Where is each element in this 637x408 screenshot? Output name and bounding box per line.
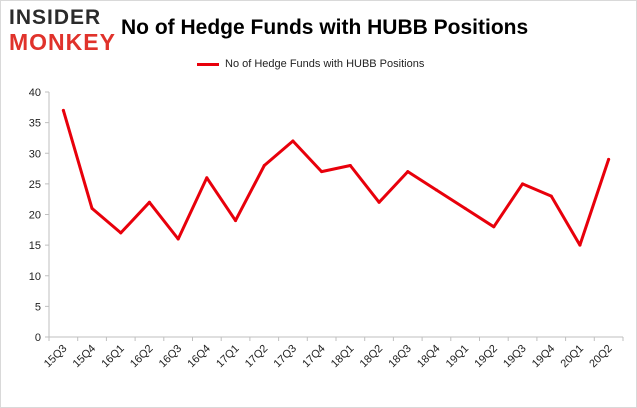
data-point — [234, 219, 238, 223]
x-tick-label: 18Q3 — [386, 343, 414, 371]
data-point — [348, 164, 352, 167]
data-point — [119, 231, 123, 235]
x-tick-label: 17Q3 — [272, 343, 300, 371]
x-tick-label: 15Q4 — [71, 343, 99, 371]
data-point — [377, 200, 381, 204]
data-point — [607, 157, 611, 161]
x-tick-label: 17Q2 — [243, 343, 271, 371]
logo-text-monkey: MONKEY — [9, 29, 116, 55]
x-tick-label: 19Q3 — [501, 343, 529, 371]
y-tick-label: 35 — [29, 118, 41, 130]
x-tick-label: 15Q3 — [42, 343, 70, 371]
y-tick-label: 20 — [29, 210, 41, 222]
data-point — [205, 176, 209, 180]
x-tick-label: 18Q4 — [415, 343, 443, 371]
x-tick-label: 16Q3 — [157, 343, 185, 371]
data-point — [291, 139, 295, 143]
y-tick-label: 15 — [29, 240, 41, 252]
chart-title: No of Hedge Funds with HUBB Positions — [121, 16, 529, 39]
data-point — [320, 170, 324, 174]
x-tick-label: 18Q2 — [358, 343, 386, 371]
data-point — [176, 237, 180, 241]
x-tick-label: 20Q1 — [559, 343, 587, 371]
x-tick-label: 16Q1 — [99, 343, 127, 371]
x-tick-label: 19Q2 — [472, 343, 500, 371]
logo-text-insider: INSIDER — [9, 6, 102, 29]
data-point — [406, 170, 410, 174]
x-tick-label: 17Q1 — [214, 343, 242, 371]
data-point — [463, 206, 467, 210]
y-tick-label: 25 — [29, 179, 41, 191]
data-point — [549, 194, 553, 198]
data-point — [262, 164, 266, 167]
y-tick-label: 10 — [29, 271, 41, 283]
insider-monkey-logo: INSIDER MONKEY — [9, 7, 119, 57]
y-tick-label: 5 — [35, 301, 41, 313]
data-point — [521, 182, 525, 186]
y-tick-label: 40 — [29, 87, 41, 99]
x-tick-label: 16Q4 — [185, 343, 213, 371]
legend-line-swatch — [197, 62, 219, 66]
x-tick-label: 16Q2 — [128, 343, 156, 371]
x-tick-label: 18Q1 — [329, 343, 357, 371]
x-tick-label: 19Q1 — [444, 343, 472, 371]
y-tick-label: 0 — [35, 332, 41, 344]
data-point — [492, 225, 496, 229]
legend-label: No of Hedge Funds with HUBB Positions — [225, 58, 425, 70]
y-tick-label: 30 — [29, 148, 41, 160]
data-point — [434, 188, 438, 192]
x-tick-label: 20Q2 — [587, 343, 615, 371]
chart-legend: No of Hedge Funds with HUBB Positions — [197, 57, 424, 71]
data-point — [147, 200, 151, 204]
data-point — [90, 206, 94, 210]
data-point — [61, 108, 65, 112]
data-point — [578, 243, 582, 247]
x-tick-label: 19Q4 — [530, 343, 558, 371]
x-tick-label: 17Q4 — [300, 343, 328, 371]
series-line — [61, 108, 611, 247]
